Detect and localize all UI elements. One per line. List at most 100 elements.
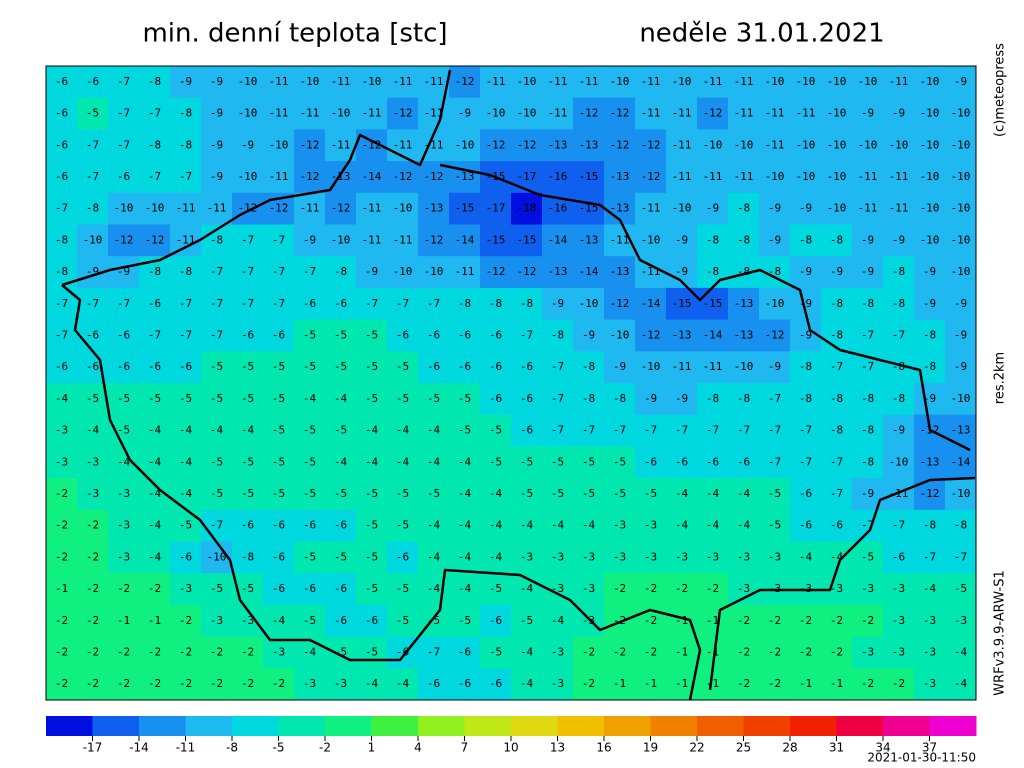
grid-cell xyxy=(325,97,357,130)
grid-cell xyxy=(821,478,853,511)
cell-value: -6 xyxy=(55,138,68,151)
cell-value: -5 xyxy=(117,392,130,405)
colorbar-box xyxy=(46,716,93,736)
cell-value: -10 xyxy=(827,107,847,120)
cell-value: -6 xyxy=(86,360,99,373)
cell-value: -5 xyxy=(644,487,657,500)
cell-value: -12 xyxy=(238,202,258,215)
grid-cell xyxy=(604,509,636,542)
cell-value: -3 xyxy=(179,582,192,595)
cell-value: -8 xyxy=(892,392,905,405)
cell-value: -15 xyxy=(486,233,506,246)
cell-value: -12 xyxy=(300,170,320,183)
cell-value: -6 xyxy=(458,328,471,341)
colorbar-box xyxy=(883,716,930,736)
cell-value: -10 xyxy=(83,233,103,246)
grid-cell xyxy=(914,66,946,99)
cell-value: -5 xyxy=(241,582,254,595)
colorbar-tick-label: 4 xyxy=(414,741,422,755)
cell-value: -7 xyxy=(830,360,843,373)
cell-value: -5 xyxy=(303,424,316,437)
cell-value: -7 xyxy=(86,138,99,151)
grid-cell xyxy=(573,224,605,257)
grid-cell xyxy=(356,256,388,289)
cell-value: -10 xyxy=(641,360,661,373)
cell-value: -10 xyxy=(238,170,258,183)
grid-cell xyxy=(201,287,233,321)
grid-cell xyxy=(480,668,512,701)
grid-cell xyxy=(356,636,388,669)
grid-cell xyxy=(666,97,698,130)
cell-value: -7 xyxy=(551,424,564,437)
cell-value: -5 xyxy=(365,392,378,405)
cell-value: -11 xyxy=(672,107,692,120)
cell-value: -2 xyxy=(86,550,99,563)
cell-value: -5 xyxy=(954,582,967,595)
grid-cell xyxy=(914,668,946,701)
cell-value: -8 xyxy=(799,392,812,405)
colorbar-box xyxy=(418,716,465,736)
cell-value: -12 xyxy=(145,233,165,246)
grid-cell xyxy=(201,446,233,479)
grid-cell xyxy=(914,446,946,479)
grid-cell xyxy=(480,256,512,289)
cell-value: -7 xyxy=(613,424,626,437)
grid-cell xyxy=(480,636,512,669)
cell-value: -5 xyxy=(365,645,378,658)
cell-value: -2 xyxy=(179,677,192,690)
cell-value: -10 xyxy=(734,138,754,151)
border-line xyxy=(708,476,976,691)
grid-cell xyxy=(511,319,543,352)
cell-value: -11 xyxy=(641,107,661,120)
cell-value: -8 xyxy=(706,265,719,278)
grid-cell xyxy=(914,224,946,257)
colorbar-tick-label: 13 xyxy=(550,741,565,755)
cell-value: -6 xyxy=(303,519,316,532)
cell-value: -7 xyxy=(117,107,130,120)
grid-cell xyxy=(914,256,946,289)
cell-value: -6 xyxy=(55,107,68,120)
grid-cell xyxy=(945,129,977,162)
cell-value: -6 xyxy=(86,328,99,341)
cell-value: -3 xyxy=(830,582,843,595)
cell-value: -8 xyxy=(830,297,843,310)
cell-value: -4 xyxy=(303,392,317,405)
grid-cell xyxy=(728,478,760,511)
grid-cell xyxy=(139,129,171,162)
cell-value: -6 xyxy=(179,550,192,563)
grid-cell xyxy=(46,604,78,638)
grid-cell xyxy=(325,319,357,352)
grid-cell xyxy=(139,351,171,384)
grid-cell xyxy=(697,604,729,638)
grid-cell xyxy=(542,224,574,257)
cell-value: -3 xyxy=(861,582,874,595)
grid-cell xyxy=(852,668,884,701)
grid-cell xyxy=(46,192,78,225)
cell-value: -5 xyxy=(179,519,192,532)
grid-cell xyxy=(604,161,636,194)
grid-cell xyxy=(914,351,946,384)
grid-cell xyxy=(387,446,419,479)
cell-value: -15 xyxy=(455,202,475,215)
grid-cell xyxy=(914,509,946,542)
cell-value: -10 xyxy=(641,233,661,246)
cell-value: -5 xyxy=(489,645,502,658)
grid-cell xyxy=(852,66,884,99)
grid-cell xyxy=(511,287,543,321)
grid-cell xyxy=(604,383,636,416)
grid-cell xyxy=(604,97,636,130)
grid-cell xyxy=(728,161,760,194)
cell-value: -5 xyxy=(117,424,130,437)
cell-value: -8 xyxy=(830,233,843,246)
cell-value: -5 xyxy=(272,455,285,468)
grid-cell xyxy=(697,541,729,574)
cell-value: -9 xyxy=(861,107,874,120)
grid-cell xyxy=(697,446,729,479)
cell-value: -6 xyxy=(117,328,130,341)
cell-value: -10 xyxy=(951,202,971,215)
grid-cell xyxy=(511,129,543,162)
grid-cell xyxy=(263,66,295,99)
cell-value: -7 xyxy=(210,297,223,310)
cell-value: -11 xyxy=(362,202,382,215)
